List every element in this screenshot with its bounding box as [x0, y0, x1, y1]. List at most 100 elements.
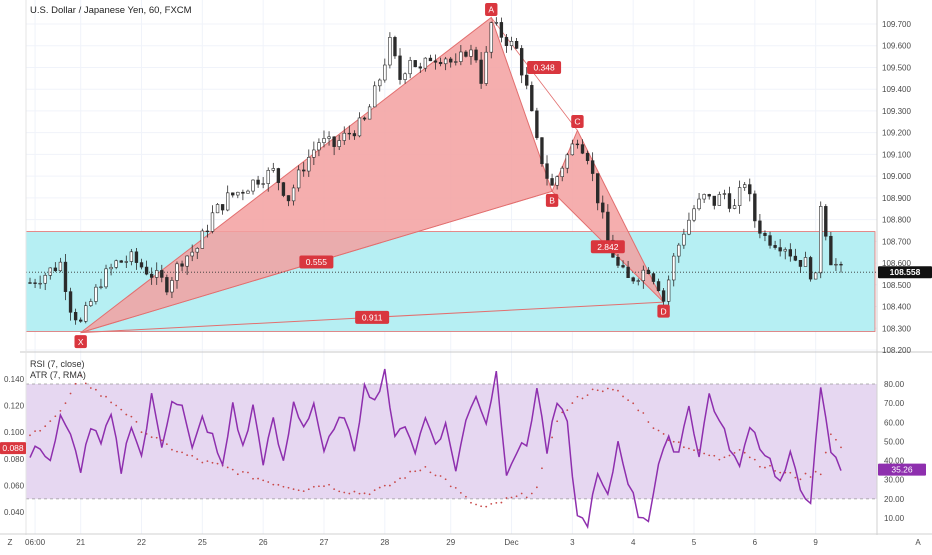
price-tick-label: 108.800 — [882, 216, 911, 225]
atr-dot — [541, 467, 543, 470]
atr-dot — [358, 492, 361, 495]
candle-body — [423, 57, 428, 69]
atr-dot — [515, 495, 518, 498]
atr-dot — [444, 478, 447, 481]
atr-dot — [277, 483, 280, 486]
candle-body — [580, 144, 585, 154]
candle-body — [357, 117, 362, 137]
candle-body — [743, 184, 747, 188]
price-tick-label: 108.300 — [882, 324, 911, 333]
candle-body — [585, 152, 590, 161]
candle-body — [89, 301, 93, 306]
atr-dot — [211, 461, 214, 464]
atr-dot — [353, 490, 356, 493]
candle-body — [666, 279, 671, 302]
atr-dot — [186, 454, 189, 457]
atr-dot — [612, 388, 614, 391]
candle-body — [773, 245, 777, 248]
pattern-point-c-bg — [571, 114, 584, 128]
candle-body — [281, 182, 286, 196]
candle-body — [296, 169, 301, 189]
rsi-tick-label: 70.00 — [884, 399, 905, 408]
atr-dot — [196, 458, 199, 461]
atr-dot — [59, 409, 62, 412]
atr-dot — [693, 449, 695, 452]
atr-dot — [779, 471, 782, 474]
atr-dot — [89, 387, 92, 389]
candle-body — [347, 132, 352, 135]
candle-body — [525, 74, 529, 86]
atr-tick-label: 0.060 — [4, 481, 25, 490]
atr-dot — [394, 481, 396, 483]
candle-body — [783, 249, 787, 252]
atr-dot — [236, 473, 239, 476]
candle-body — [58, 261, 63, 272]
atr-dot — [434, 474, 437, 477]
price-tick-label: 109.700 — [882, 20, 911, 29]
pattern-point-c-text: C — [574, 117, 580, 127]
candle-body — [555, 176, 559, 186]
time-tick-label: 9 — [813, 538, 818, 547]
atr-dot — [510, 496, 513, 499]
candle-body — [509, 41, 514, 46]
atr-dot — [79, 374, 82, 377]
candle-body — [464, 51, 468, 57]
atr-dot — [155, 436, 158, 439]
rsi-tick-label: 80.00 — [884, 380, 905, 389]
atr-dot — [135, 420, 138, 423]
timezone-icon[interactable]: Z — [8, 538, 13, 547]
atr-dot — [591, 388, 594, 391]
candle-body — [139, 262, 144, 268]
candle-body — [428, 57, 433, 62]
atr-dot — [505, 497, 508, 499]
pattern-point-a: A — [485, 2, 498, 16]
price-tick-label: 109.000 — [882, 172, 911, 181]
atr-dot — [622, 395, 624, 398]
atr-dot — [819, 473, 822, 476]
candle-body — [661, 290, 666, 302]
pattern-ratio-bg — [355, 310, 390, 324]
candle-body — [606, 211, 610, 241]
candle-body — [697, 198, 701, 210]
candle-body — [302, 169, 306, 172]
candle-body — [256, 179, 260, 185]
price-tick-label: 108.400 — [882, 303, 911, 312]
atr-dot — [312, 485, 315, 488]
pattern-ratio-text: 0.348 — [533, 63, 555, 73]
candle-body — [459, 51, 463, 62]
atr-dot — [338, 490, 341, 493]
rsi-tick-label: 40.00 — [884, 457, 905, 466]
pattern-line-ac — [490, 17, 578, 131]
candle-body — [616, 256, 620, 266]
atr-dot — [120, 408, 123, 411]
candle-body — [362, 117, 367, 120]
atr-dot — [601, 390, 604, 393]
atr-dot — [206, 460, 209, 463]
candle-body — [418, 66, 422, 69]
atr-dot — [257, 477, 259, 480]
auto-scale-icon[interactable]: A — [915, 538, 921, 547]
candle-body — [388, 37, 392, 66]
candle-body — [317, 142, 321, 151]
candle-body — [246, 190, 250, 194]
price-tick-label: 108.500 — [882, 281, 911, 290]
candle-body — [692, 208, 696, 221]
price-tick-label: 109.300 — [882, 107, 911, 116]
time-tick-label: 21 — [76, 538, 85, 547]
atr-dot — [657, 429, 660, 432]
pattern-point-labels: X A B C D 0.555 0.348 2.842 0.911 — [74, 2, 670, 349]
candle-body — [43, 274, 47, 284]
pattern-point-x-text: X — [78, 337, 84, 347]
atr-dot — [764, 466, 766, 469]
candle-body — [565, 154, 569, 169]
atr-dot — [606, 387, 609, 390]
candle-body — [651, 273, 656, 282]
candle-body — [601, 202, 605, 213]
atr-dot — [343, 491, 346, 494]
candle-body — [342, 132, 346, 141]
atr-dot — [307, 488, 310, 491]
candle-body — [519, 48, 524, 76]
atr-dot — [835, 438, 837, 441]
candle-body — [788, 249, 792, 257]
